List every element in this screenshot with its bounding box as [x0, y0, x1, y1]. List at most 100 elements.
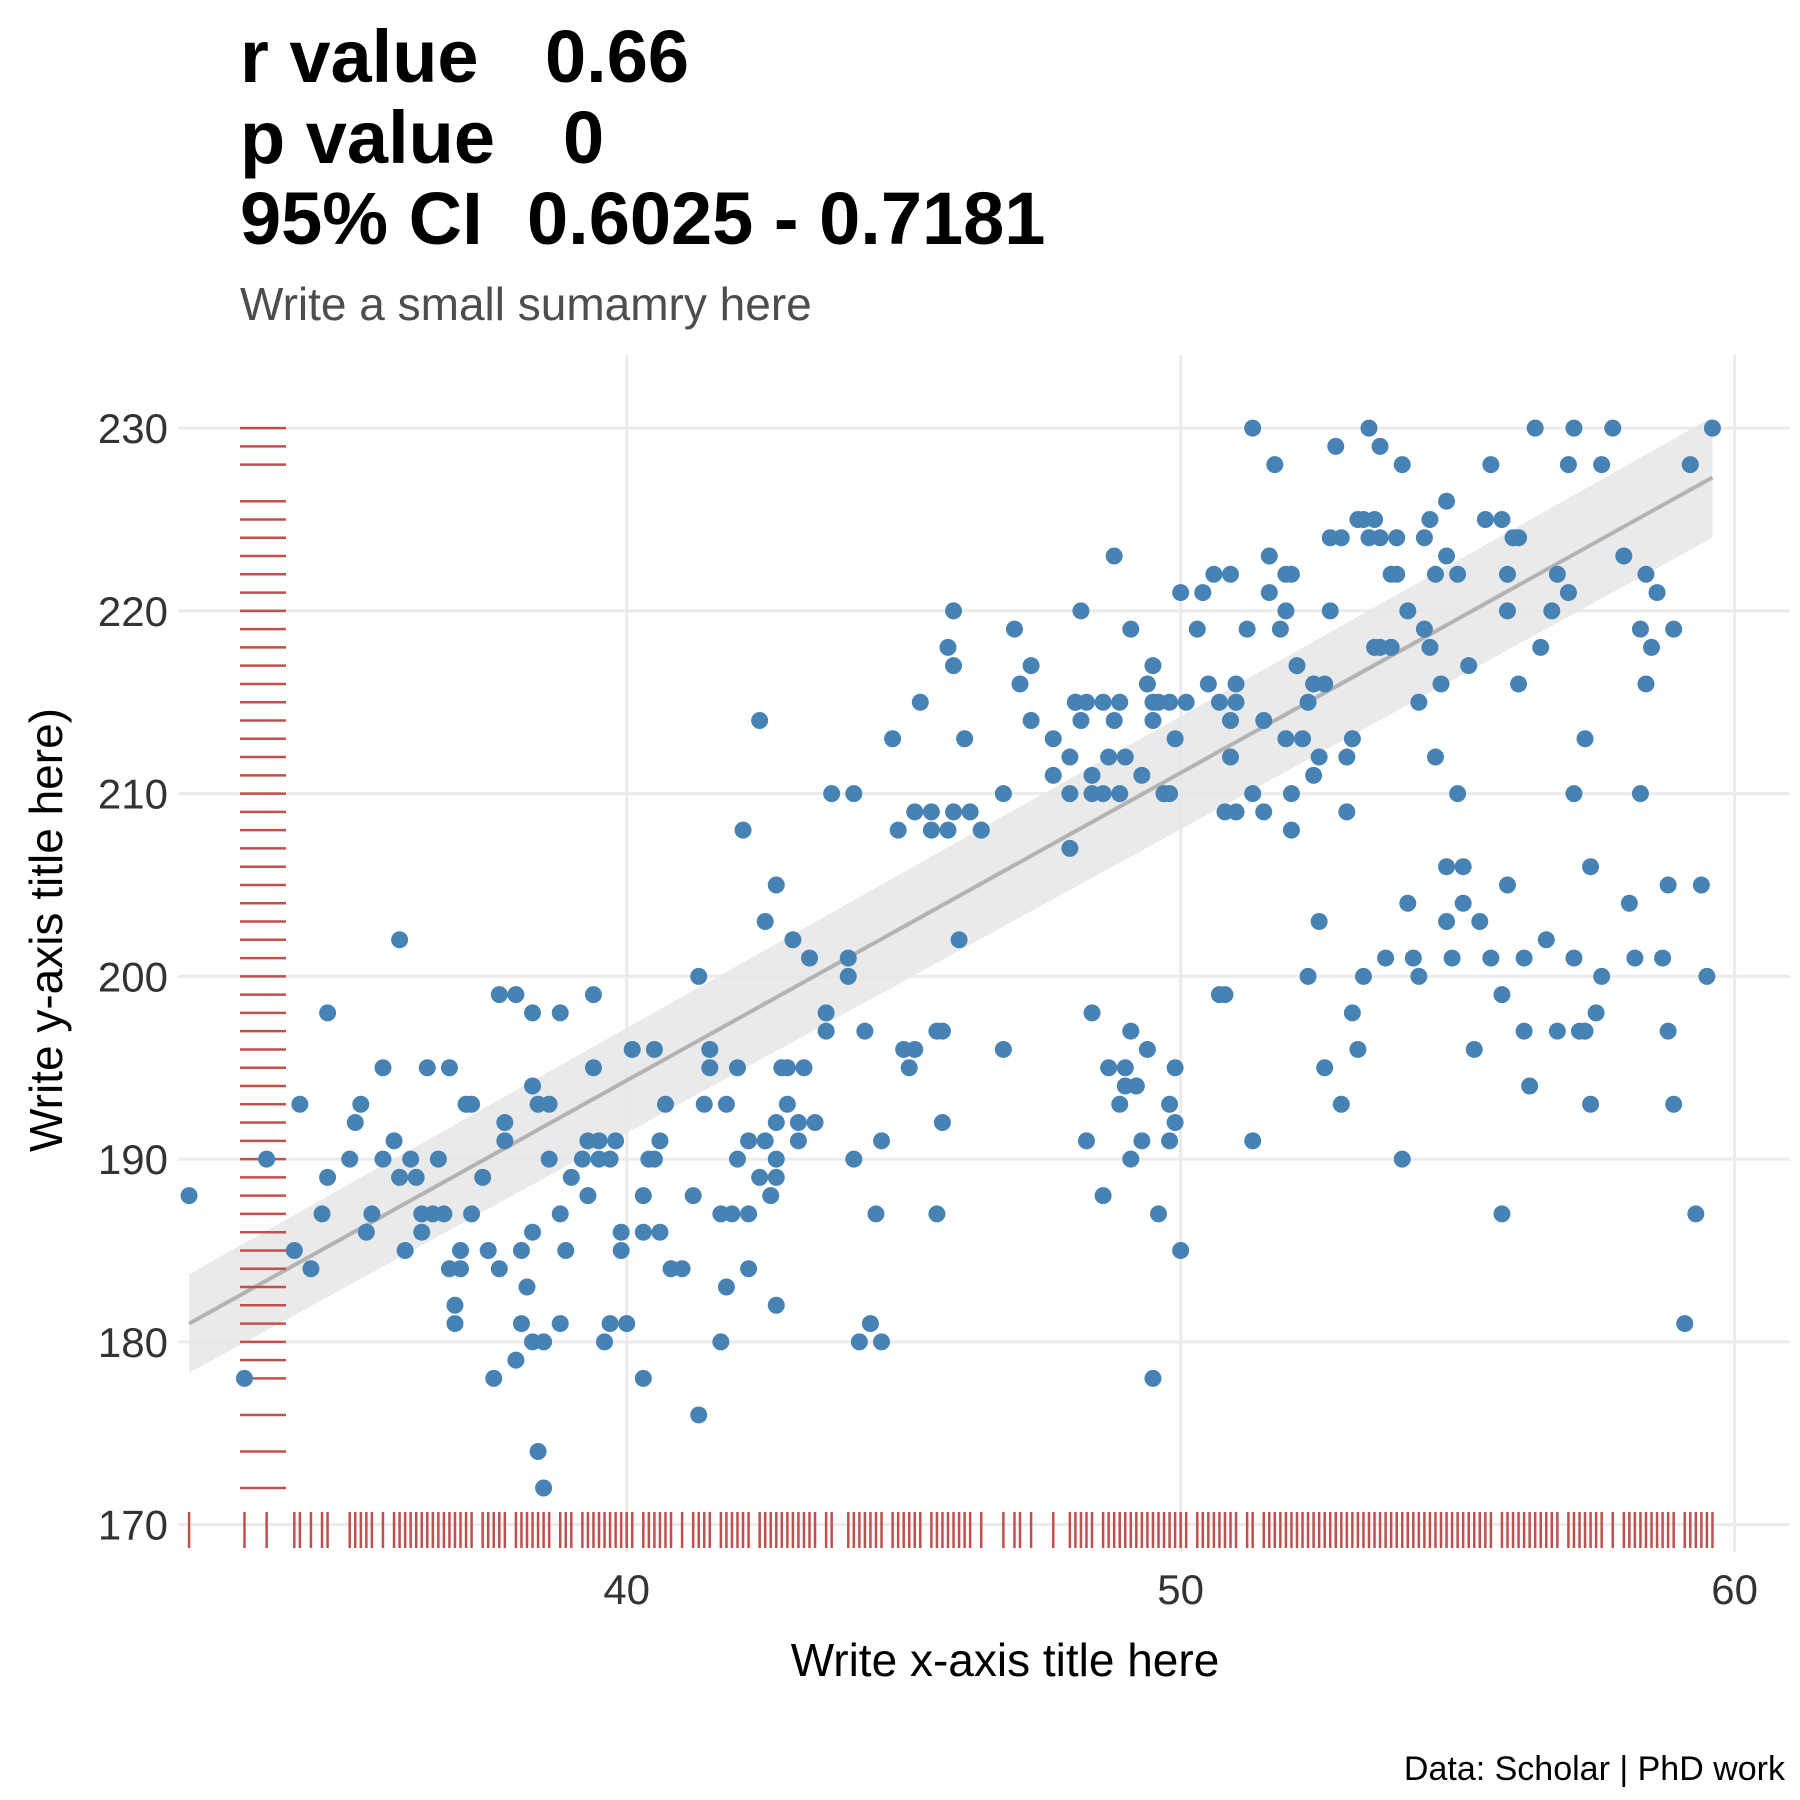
- data-point: [524, 1004, 542, 1022]
- data-point: [922, 803, 940, 821]
- data-point: [767, 1296, 785, 1314]
- data-point: [551, 1205, 569, 1223]
- data-point: [1271, 620, 1289, 638]
- data-point: [535, 1479, 553, 1497]
- data-point: [1222, 711, 1240, 729]
- data-point: [357, 1223, 375, 1241]
- data-point: [1659, 876, 1677, 894]
- data-point: [1216, 986, 1234, 1004]
- data-point: [512, 1241, 530, 1259]
- data-point: [994, 785, 1012, 803]
- data-point: [319, 1004, 337, 1022]
- data-point: [762, 1187, 780, 1205]
- fit-line: [188, 475, 1714, 1326]
- data-point: [1105, 547, 1123, 565]
- data-point: [690, 967, 708, 985]
- data-point: [1310, 748, 1328, 766]
- data-point: [1222, 748, 1240, 766]
- data-point: [1454, 858, 1472, 876]
- data-point: [596, 1333, 614, 1351]
- data-point: [1144, 1369, 1162, 1387]
- data-point: [1482, 456, 1500, 474]
- data-point: [1282, 785, 1300, 803]
- data-point: [845, 1150, 863, 1168]
- data-point: [1116, 1059, 1134, 1077]
- y-tick-label: 200: [98, 953, 168, 1000]
- data-point: [1244, 1132, 1262, 1150]
- data-point: [1238, 620, 1256, 638]
- data-point: [767, 876, 785, 894]
- data-point: [1133, 766, 1151, 784]
- data-point: [1559, 456, 1577, 474]
- data-point: [1354, 967, 1372, 985]
- data-point: [945, 657, 963, 675]
- data-point: [906, 803, 924, 821]
- data-point: [612, 1241, 630, 1259]
- data-point: [440, 1059, 458, 1077]
- data-point: [856, 1022, 874, 1040]
- data-point: [618, 1315, 636, 1333]
- data-point: [900, 1059, 918, 1077]
- data-point: [728, 1150, 746, 1168]
- r-value-label: r value: [240, 15, 479, 98]
- data-point: [945, 803, 963, 821]
- data-point: [1371, 529, 1389, 547]
- data-point: [396, 1241, 414, 1259]
- data-point: [806, 1114, 824, 1132]
- data-point: [1388, 565, 1406, 583]
- data-point: [1382, 638, 1400, 656]
- data-point: [634, 1187, 652, 1205]
- data-point: [507, 986, 525, 1004]
- data-point: [1476, 510, 1494, 528]
- data-point: [1122, 1150, 1140, 1168]
- data-point: [1260, 584, 1278, 602]
- data-point: [1371, 437, 1389, 455]
- data-point: [1637, 565, 1655, 583]
- data-point: [573, 1150, 591, 1168]
- data-point: [291, 1095, 309, 1113]
- data-point: [1537, 931, 1555, 949]
- data-point: [1022, 711, 1040, 729]
- data-point: [767, 1168, 785, 1186]
- data-point: [463, 1205, 481, 1223]
- data-point: [452, 1260, 470, 1278]
- data-point: [1471, 913, 1489, 931]
- data-point: [1421, 510, 1439, 528]
- data-point: [784, 931, 802, 949]
- data-point: [496, 1114, 514, 1132]
- data-point: [701, 1040, 719, 1058]
- data-point: [889, 821, 907, 839]
- data-point: [313, 1205, 331, 1223]
- data-point: [346, 1114, 364, 1132]
- data-point: [1338, 803, 1356, 821]
- data-point: [1692, 876, 1710, 894]
- data-point: [1227, 803, 1245, 821]
- data-point: [1083, 1004, 1101, 1022]
- data-point: [1631, 620, 1649, 638]
- data-point: [1393, 1150, 1411, 1168]
- data-point: [656, 1095, 674, 1113]
- data-point: [1072, 711, 1090, 729]
- data-point: [701, 1059, 719, 1077]
- data-point: [1582, 858, 1600, 876]
- data-point: [540, 1095, 558, 1113]
- data-point: [1282, 565, 1300, 583]
- data-point: [1094, 785, 1112, 803]
- data-point: [1161, 785, 1179, 803]
- data-point: [795, 1059, 813, 1077]
- data-point: [1310, 913, 1328, 931]
- data-point: [906, 1040, 924, 1058]
- data-point: [712, 1333, 730, 1351]
- data-point: [939, 638, 957, 656]
- data-point: [463, 1095, 481, 1113]
- data-point: [756, 913, 774, 931]
- data-point: [1676, 1315, 1694, 1333]
- data-point: [801, 949, 819, 967]
- data-point: [1637, 675, 1655, 693]
- data-point: [1360, 419, 1378, 437]
- data-point: [363, 1205, 381, 1223]
- data-point: [817, 1004, 835, 1022]
- data-point: [180, 1187, 198, 1205]
- data-point: [1227, 675, 1245, 693]
- data-point: [1149, 1205, 1167, 1223]
